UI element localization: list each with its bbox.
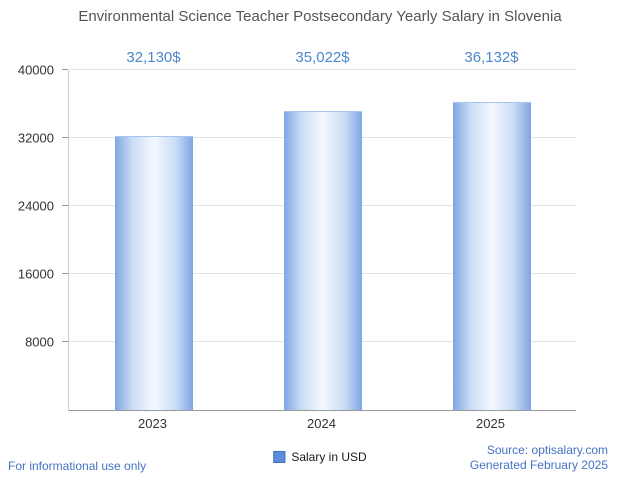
y-tick-label: 40000 xyxy=(17,62,54,78)
x-tick-label: 2025 xyxy=(476,416,505,431)
x-tick-label: 2024 xyxy=(307,416,336,431)
gridline xyxy=(69,69,576,70)
bar-value-label: 36,132$ xyxy=(464,49,519,66)
y-tick-mark xyxy=(62,273,68,274)
y-tick-mark xyxy=(62,69,68,70)
y-tick-label: 32000 xyxy=(17,130,54,146)
y-tick-mark xyxy=(62,137,68,138)
bar-2024[interactable] xyxy=(283,111,362,410)
y-tick-mark xyxy=(62,205,68,206)
source-link[interactable]: Source: optisalary.com xyxy=(486,442,608,457)
legend-label: Salary in USD xyxy=(291,450,367,464)
chart-title: Environmental Science Teacher Postsecond… xyxy=(78,8,562,25)
source-info: Source: optisalary.com Generated Februar… xyxy=(470,443,608,474)
plot-area: 32,130$ 35,022$ 36,132$ xyxy=(68,49,576,411)
y-axis: 8000 16000 24000 32000 40000 xyxy=(0,63,68,410)
y-tick-mark xyxy=(62,341,68,342)
y-tick-label: 8000 xyxy=(25,334,54,350)
disclaimer-text: For informational use only xyxy=(8,459,147,473)
legend: Salary in USD xyxy=(273,450,367,464)
bar-value-label: 35,022$ xyxy=(295,49,350,66)
x-tick-label: 2023 xyxy=(138,416,167,431)
bar-value-label: 32,130$ xyxy=(126,49,181,66)
bar-2023[interactable] xyxy=(114,135,193,410)
bar-2025[interactable] xyxy=(452,101,531,410)
legend-swatch[interactable] xyxy=(273,451,286,463)
y-tick-label: 16000 xyxy=(17,266,54,282)
generated-date: Generated February 2025 xyxy=(469,458,608,473)
y-tick-label: 24000 xyxy=(17,198,54,214)
x-axis: 2023 2024 2025 xyxy=(68,416,575,436)
